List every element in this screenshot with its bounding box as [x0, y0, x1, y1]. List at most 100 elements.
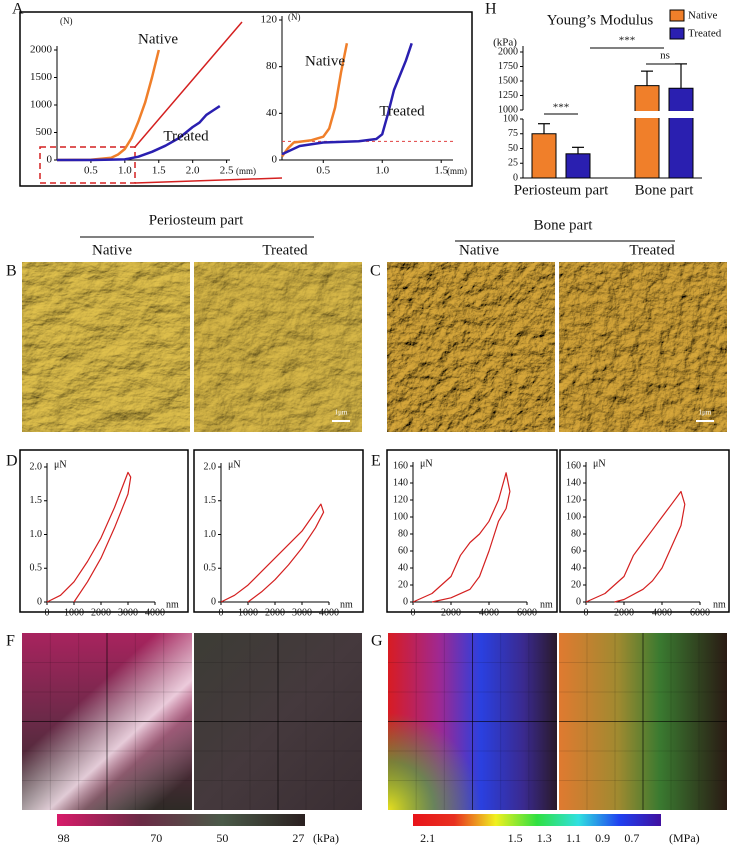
y-tick-label: 0	[47, 154, 53, 166]
colorbar-tick-label: 0.9	[595, 831, 610, 845]
afm-image	[22, 262, 190, 432]
colorbar	[57, 814, 305, 826]
y-tick-label: 1000	[498, 104, 518, 115]
colorbar-tick-label: 2.1	[420, 831, 435, 845]
x-axis-label: (mm)	[236, 166, 256, 176]
x-tick-label: 1.5	[434, 165, 448, 177]
y-tick-label: 0	[576, 596, 581, 607]
y-axis-label: (N)	[288, 12, 301, 22]
x-tick-label: 1.0	[375, 165, 389, 177]
bar	[531, 133, 557, 179]
afm-image	[194, 262, 362, 432]
x-tick-label: 2.5	[220, 165, 234, 177]
x-tick-label: 6000	[517, 607, 537, 618]
group-title: Bone part	[534, 217, 594, 233]
panel-box	[19, 11, 473, 187]
panel-letter: F	[6, 633, 15, 650]
x-tick-label: 0.5	[84, 165, 98, 177]
colorbar-unit: (MPa)	[669, 831, 700, 845]
data-line	[56, 49, 161, 162]
x-tick-label: 2000	[614, 607, 634, 618]
zoom-line	[134, 177, 283, 184]
colorbar-tick-label: 0.7	[624, 831, 639, 845]
series-label: Treated	[379, 103, 425, 119]
y-axis-label: (kPa)	[493, 37, 517, 49]
y-axis-label: μN	[228, 459, 241, 470]
x-tick-label: 3000	[118, 607, 138, 618]
y-tick-label: 160	[566, 460, 581, 471]
y-tick-label: 160	[393, 460, 408, 471]
y-tick-label: 80	[266, 60, 278, 72]
y-tick-label: 0	[403, 596, 408, 607]
y-tick-label: 0	[37, 596, 42, 607]
condition-label: Native	[459, 242, 499, 258]
x-tick-label: 1.0	[118, 165, 132, 177]
y-tick-label: 2000	[30, 44, 53, 56]
x-axis-label: (mm)	[447, 166, 467, 176]
y-tick-label: 60	[398, 545, 408, 556]
condition-label: Treated	[629, 242, 675, 258]
colorbar-tick-label: 1.3	[537, 831, 552, 845]
panel-letter: G	[371, 633, 383, 650]
x-axis-label: nm	[713, 599, 726, 610]
panel-letter: A	[12, 1, 24, 18]
y-tick-label: 40	[266, 107, 278, 119]
y-tick-label: 0.5	[204, 563, 217, 574]
scale-bar-label: 1μm	[335, 409, 348, 417]
panel-box	[386, 449, 558, 613]
x-tick-label: 2000	[91, 607, 111, 618]
y-tick-label: 75	[508, 128, 518, 139]
y-tick-label: 1000	[30, 99, 53, 111]
data-line	[412, 472, 511, 603]
scale-bar-label: 1μm	[699, 409, 712, 417]
y-tick-label: 100	[503, 113, 518, 124]
y-tick-label: 80	[571, 528, 581, 539]
panel-letter: D	[6, 453, 18, 470]
y-tick-label: 1250	[498, 90, 518, 101]
chart-title: Young’s Modulus	[547, 12, 654, 28]
y-tick-label: 40	[571, 562, 581, 573]
x-axis-label: nm	[340, 599, 353, 610]
group-title: Periosteum part	[149, 212, 244, 228]
data-line	[46, 471, 132, 603]
x-tick-label: Bone part	[635, 182, 695, 198]
x-tick-label: 0	[219, 607, 224, 618]
data-line	[281, 42, 413, 156]
bar	[565, 153, 591, 179]
y-tick-label: 100	[393, 511, 408, 522]
panel-box	[193, 449, 364, 613]
panel-letter: C	[370, 263, 381, 280]
panel-letter: B	[6, 263, 17, 280]
x-tick-label: 0	[411, 607, 416, 618]
data-line	[57, 105, 221, 162]
x-tick-label: 2.0	[186, 165, 200, 177]
significance-label: ***	[619, 35, 636, 47]
colorbar-tick-label: 1.1	[566, 831, 581, 845]
axis-break	[505, 111, 702, 118]
y-axis-label: μN	[420, 458, 433, 469]
series-label: Treated	[163, 128, 209, 144]
panel-letter: H	[485, 1, 497, 18]
map-grid	[22, 633, 727, 810]
y-tick-label: 120	[261, 14, 278, 26]
colorbar-tick-label: 27	[292, 831, 304, 845]
y-tick-label: 2.0	[204, 461, 217, 472]
y-tick-label: 1.5	[204, 495, 217, 506]
zoom-line	[134, 21, 243, 148]
x-tick-label: 0	[584, 607, 589, 618]
y-tick-label: 0	[513, 172, 518, 183]
y-tick-label: 1500	[30, 71, 53, 83]
panel-letter: E	[371, 453, 381, 470]
x-tick-label: 6000	[690, 607, 710, 618]
y-axis-label: μN	[593, 458, 606, 469]
y-tick-label: 1500	[498, 75, 518, 86]
colorbar-tick-label: 98	[58, 831, 70, 845]
y-tick-label: 60	[571, 545, 581, 556]
colorbar-tick-label: 50	[216, 831, 228, 845]
y-tick-label: 2000	[498, 46, 518, 57]
series-label: Native	[305, 53, 345, 69]
y-tick-label: 20	[398, 579, 408, 590]
y-tick-label: 1.0	[204, 529, 217, 540]
x-tick-label: 4000	[652, 607, 672, 618]
